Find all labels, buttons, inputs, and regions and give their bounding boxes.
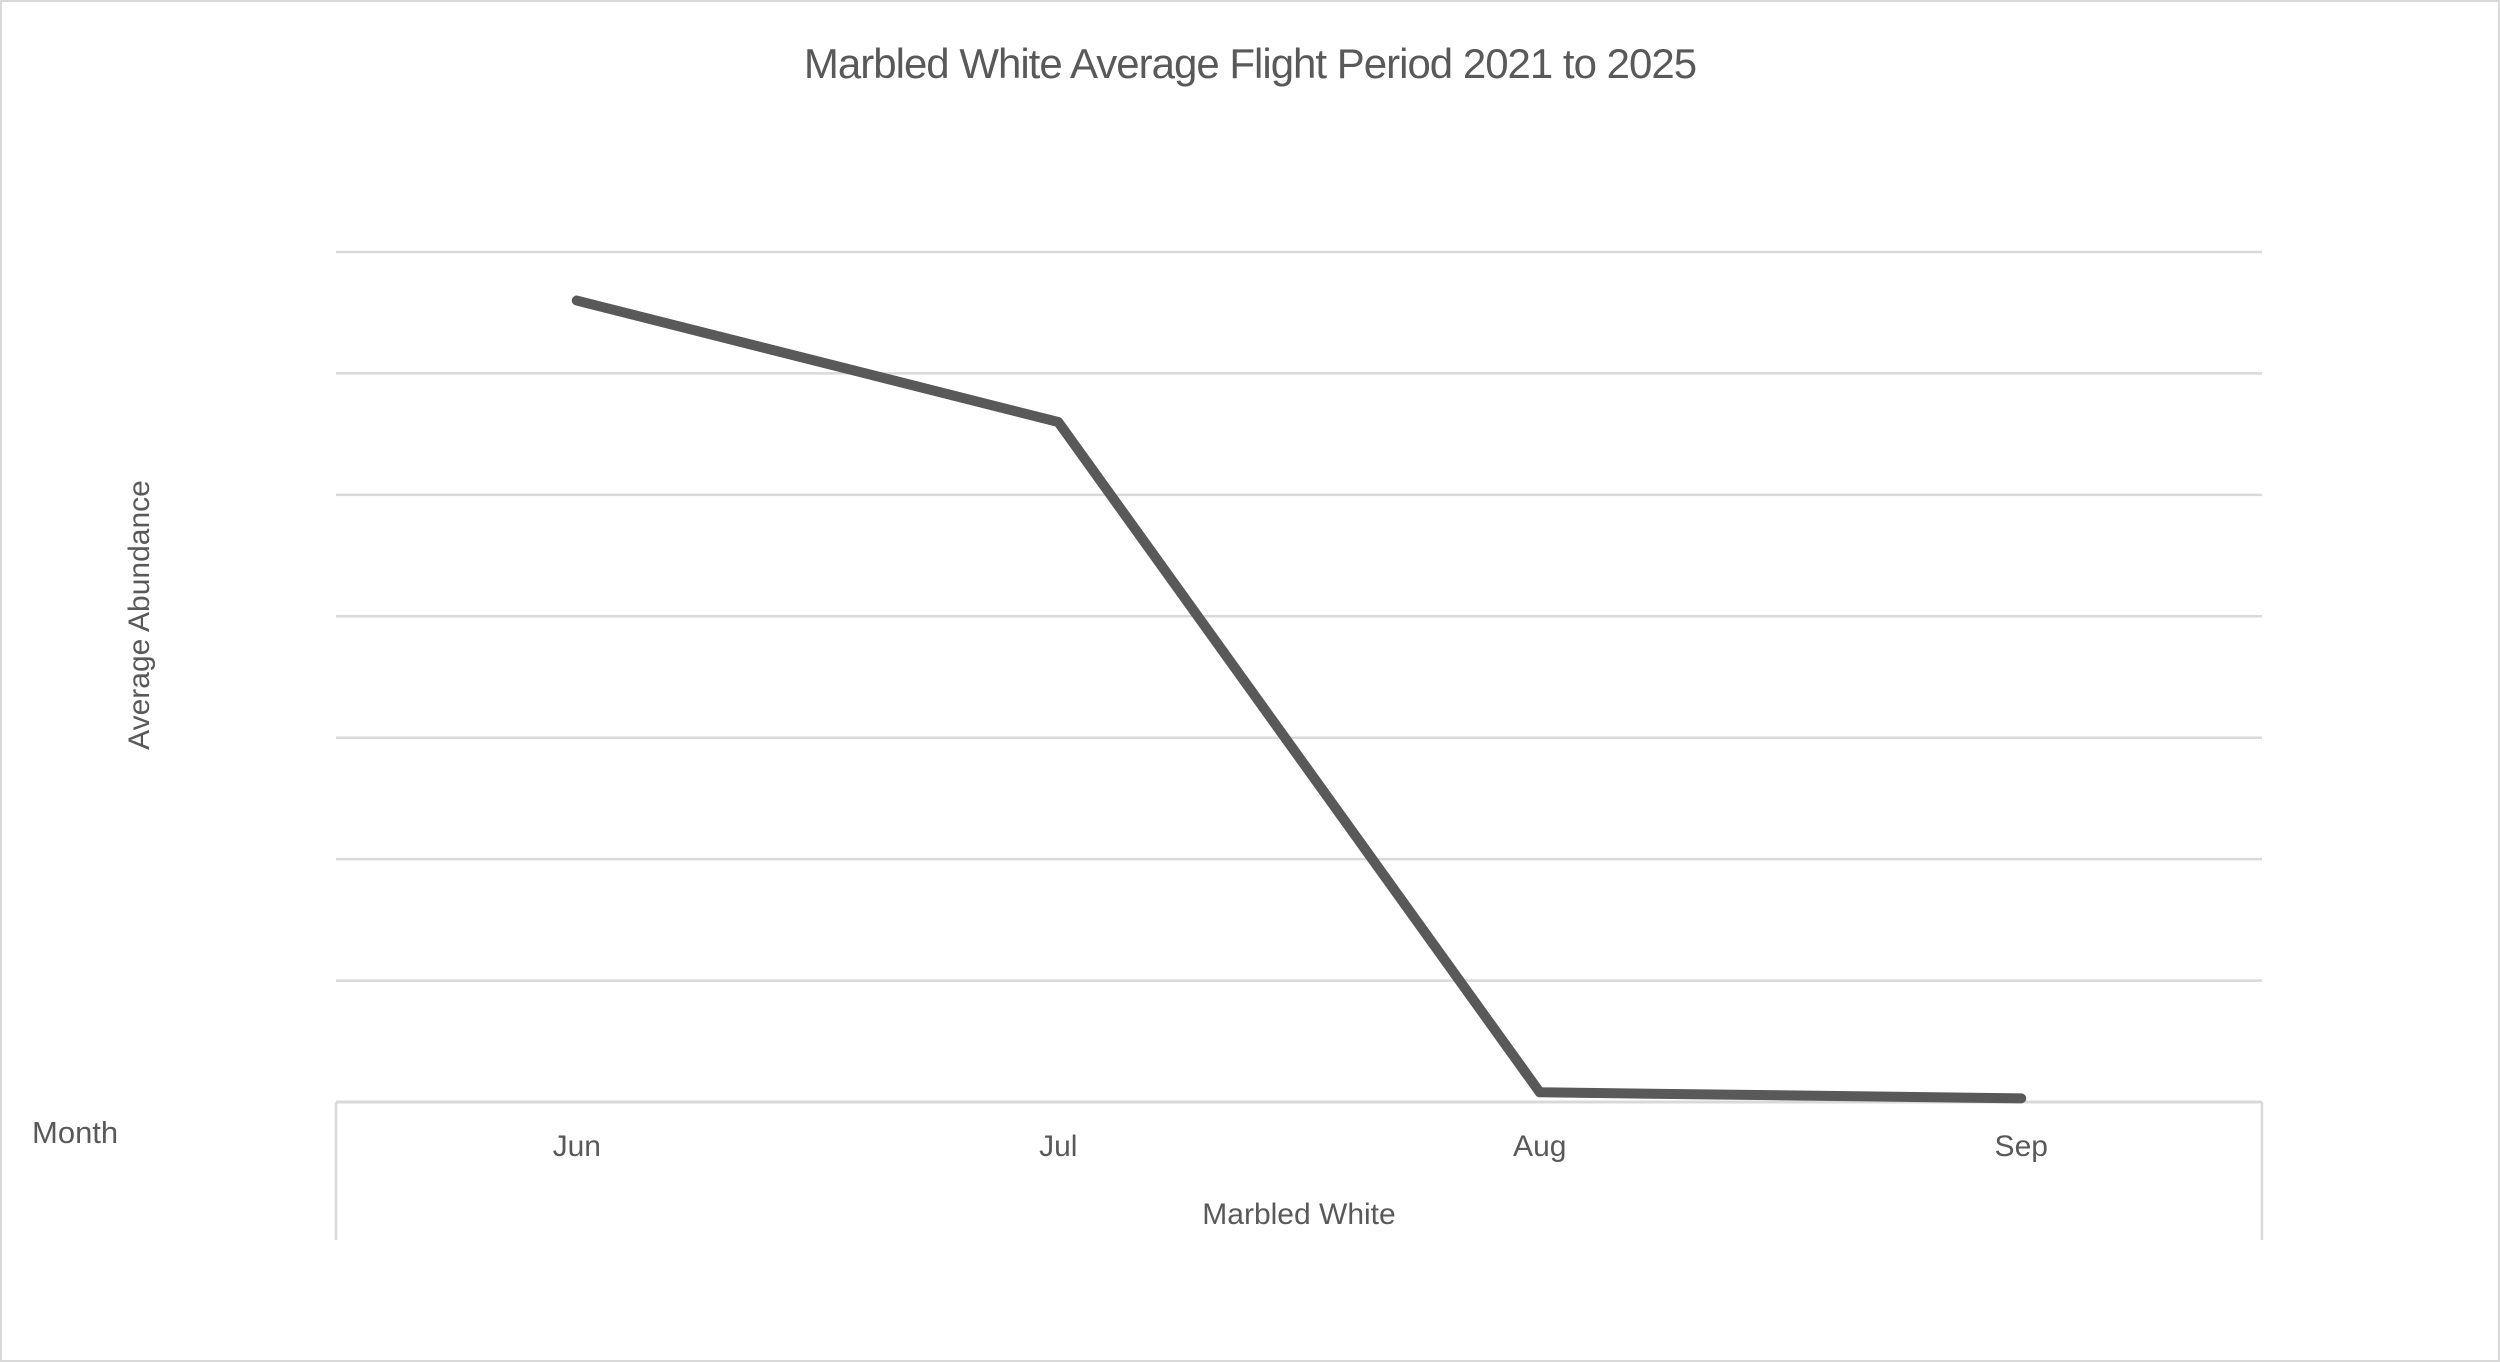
x-tick-label-aug: Aug [1513, 1130, 1567, 1163]
x-tick-label-sep: Sep [1994, 1130, 2048, 1163]
x-axis-title: Month [32, 1115, 119, 1150]
y-axis-title-text: Average Abundance [123, 480, 156, 750]
x-tick-label-jun: Jun [552, 1130, 601, 1163]
chart-title: Marbled White Average Flight Period 2021… [803, 40, 1697, 87]
series-line-marbled-white [571, 295, 2027, 1104]
category-group-label: Marbled White [1202, 1198, 1396, 1231]
x-tick-label-jul: Jul [1039, 1130, 1078, 1163]
